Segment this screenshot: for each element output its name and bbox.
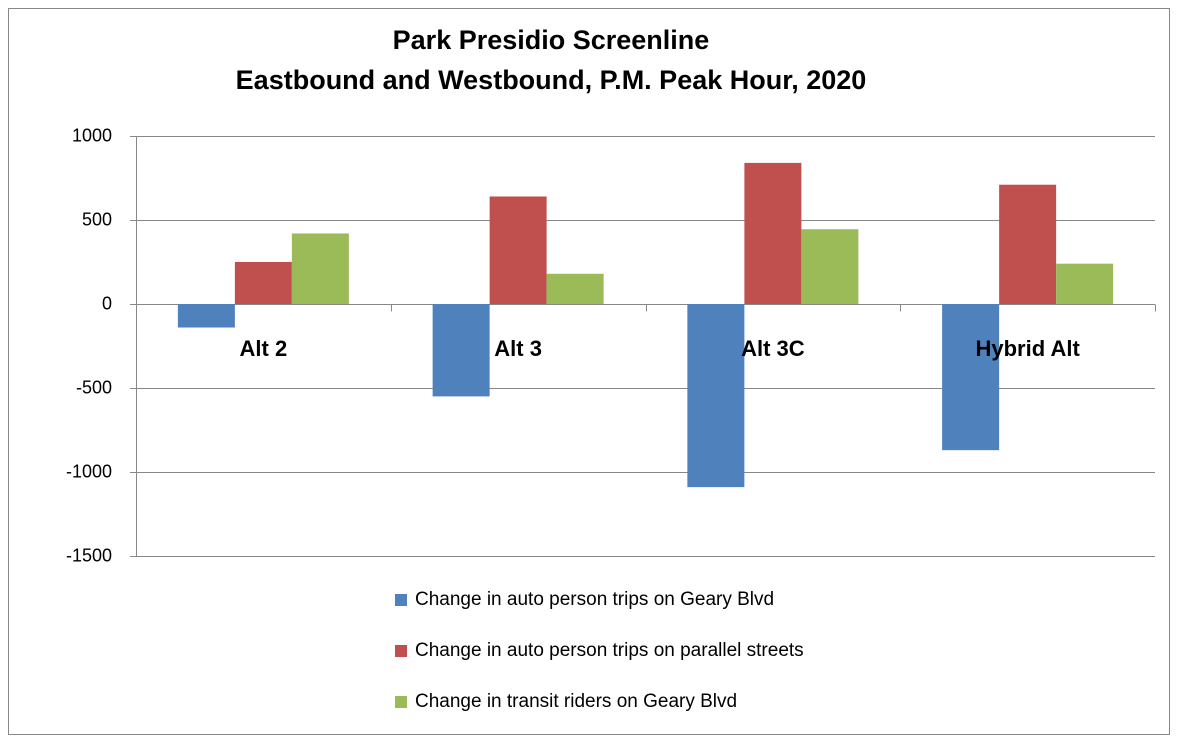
bar xyxy=(687,304,745,488)
y-tick-label: -1000 xyxy=(66,461,112,481)
y-tick-label: 500 xyxy=(82,209,112,229)
x-tick-label: Alt 3 xyxy=(494,336,542,361)
bar xyxy=(744,162,802,304)
y-tick-label: -500 xyxy=(76,377,112,397)
x-tick-label: Alt 2 xyxy=(240,336,288,361)
chart-subtitle: Eastbound and Westbound, P.M. Peak Hour,… xyxy=(236,65,867,95)
bar xyxy=(234,262,292,304)
x-tick-label: Alt 3C xyxy=(741,336,805,361)
bar xyxy=(1056,263,1114,304)
bar xyxy=(432,304,490,397)
legend-swatch xyxy=(395,594,407,606)
bar xyxy=(489,196,547,304)
legend-label: Change in auto person trips on Geary Blv… xyxy=(415,589,774,610)
legend-swatch xyxy=(395,696,407,708)
bar xyxy=(291,233,349,304)
bar xyxy=(801,229,859,304)
legend-label: Change in transit riders on Geary Blvd xyxy=(415,691,737,712)
bar xyxy=(942,304,1000,451)
legend-swatch xyxy=(395,645,407,657)
bar xyxy=(546,273,604,304)
y-tick-label: -1500 xyxy=(66,545,112,565)
y-tick-label: 0 xyxy=(102,293,112,313)
y-tick-label: 1000 xyxy=(72,125,112,145)
bar xyxy=(999,184,1057,304)
legend-label: Change in auto person trips on parallel … xyxy=(415,640,804,661)
x-tick-label: Hybrid Alt xyxy=(975,336,1080,361)
bar xyxy=(177,304,235,328)
chart-title: Park Presidio Screenline xyxy=(393,25,710,55)
